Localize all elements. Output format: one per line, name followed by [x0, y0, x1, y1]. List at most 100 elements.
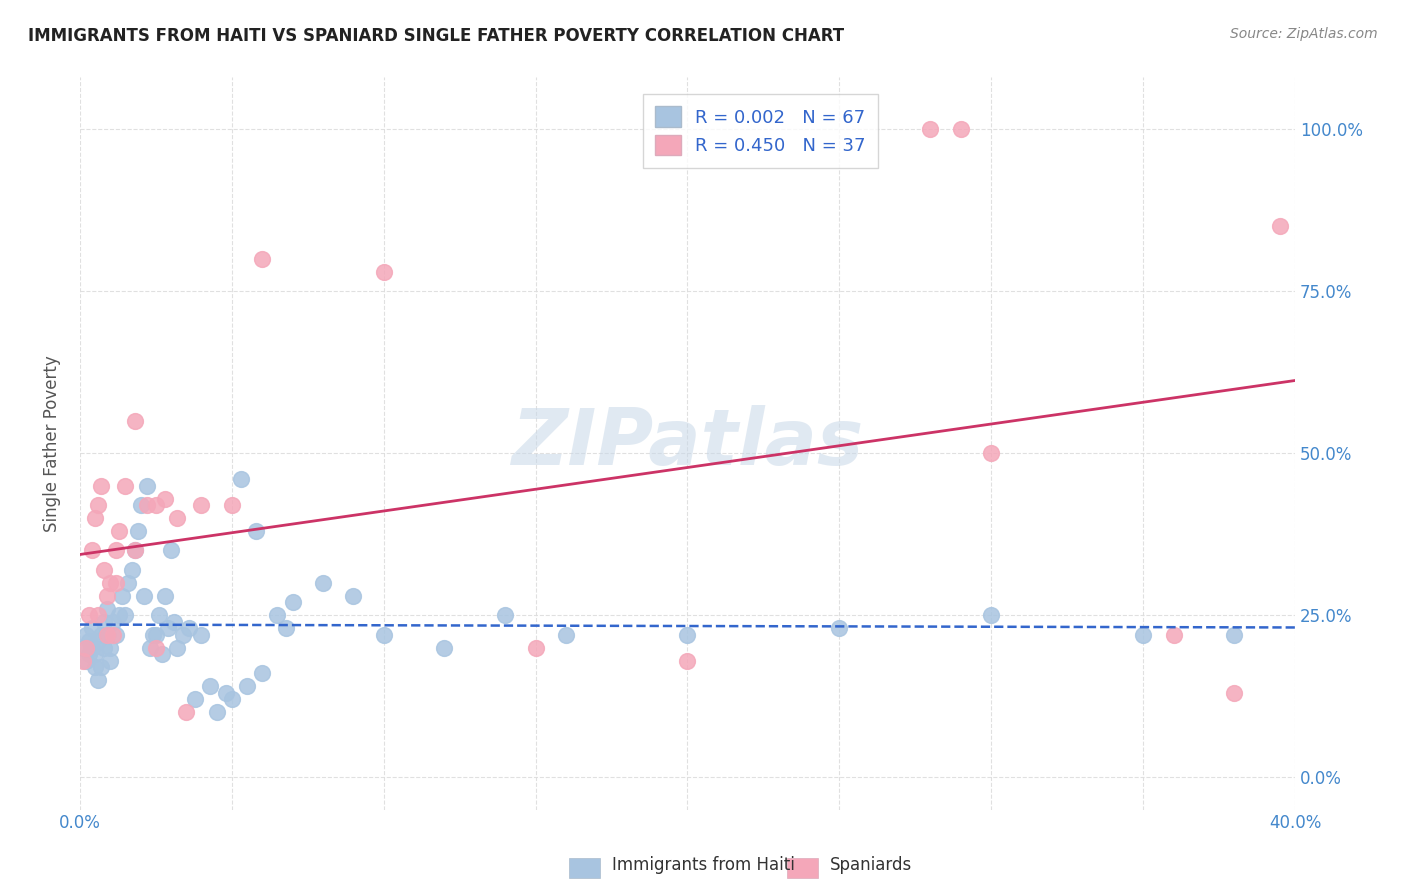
Point: [87, 498, 110, 512]
Point: [166, 640, 188, 655]
Point: [250, 252, 273, 266]
Point: [221, 692, 243, 706]
Point: [84, 660, 107, 674]
Point: [524, 640, 547, 655]
Point: [828, 621, 851, 635]
Point: [266, 608, 288, 623]
Point: [676, 627, 699, 641]
Point: [373, 265, 395, 279]
Point: [1268, 219, 1291, 234]
Point: [250, 666, 273, 681]
Point: [90, 627, 112, 641]
Point: [215, 686, 238, 700]
Point: [221, 498, 243, 512]
Point: [114, 608, 136, 623]
Point: [124, 543, 146, 558]
Point: [103, 615, 125, 629]
Point: [96, 627, 118, 641]
Point: [124, 543, 146, 558]
Point: [93, 640, 115, 655]
Text: IMMIGRANTS FROM HAITI VS SPANIARD SINGLE FATHER POVERTY CORRELATION CHART: IMMIGRANTS FROM HAITI VS SPANIARD SINGLE…: [28, 27, 844, 45]
Point: [96, 627, 118, 641]
Point: [676, 654, 699, 668]
Point: [1163, 627, 1185, 641]
Point: [1223, 627, 1246, 641]
Point: [1132, 627, 1154, 641]
Point: [980, 446, 1002, 460]
Point: [200, 680, 222, 694]
Point: [87, 608, 110, 623]
Point: [160, 543, 183, 558]
Point: [163, 615, 186, 629]
Point: [75, 627, 97, 641]
Point: [342, 589, 364, 603]
Point: [236, 680, 259, 694]
Point: [80, 621, 103, 635]
Point: [90, 660, 112, 674]
Point: [80, 543, 103, 558]
Point: [433, 640, 456, 655]
Point: [96, 589, 118, 603]
Point: [980, 608, 1002, 623]
Point: [87, 673, 110, 687]
Point: [84, 511, 107, 525]
Text: Source: ZipAtlas.com: Source: ZipAtlas.com: [1230, 27, 1378, 41]
Point: [145, 640, 167, 655]
Point: [77, 647, 100, 661]
Point: [494, 608, 516, 623]
Point: [117, 575, 139, 590]
Point: [145, 627, 167, 641]
Point: [153, 491, 176, 506]
Point: [148, 608, 170, 623]
Point: [153, 589, 176, 603]
Point: [87, 634, 110, 648]
Point: [96, 601, 118, 615]
Point: [555, 627, 578, 641]
Text: ZIPatlas: ZIPatlas: [512, 406, 863, 482]
Point: [190, 498, 212, 512]
Point: [184, 692, 207, 706]
Point: [127, 524, 149, 538]
Point: [156, 621, 179, 635]
Point: [114, 478, 136, 492]
Point: [166, 511, 188, 525]
Point: [1223, 686, 1246, 700]
Point: [98, 640, 121, 655]
Point: [245, 524, 267, 538]
Point: [373, 627, 395, 641]
Point: [105, 543, 128, 558]
Legend: R = 0.002   N = 67, R = 0.450   N = 37: R = 0.002 N = 67, R = 0.450 N = 37: [643, 94, 879, 168]
Point: [90, 478, 112, 492]
Point: [142, 627, 165, 641]
Point: [132, 589, 155, 603]
Point: [75, 654, 97, 668]
Point: [174, 706, 197, 720]
Point: [281, 595, 304, 609]
Text: Immigrants from Haiti: Immigrants from Haiti: [612, 855, 794, 873]
Point: [103, 627, 125, 641]
Point: [93, 563, 115, 577]
Point: [80, 640, 103, 655]
Point: [108, 524, 131, 538]
Point: [135, 498, 157, 512]
Point: [205, 706, 228, 720]
Point: [172, 627, 194, 641]
Point: [98, 654, 121, 668]
Point: [93, 615, 115, 629]
Point: [105, 575, 128, 590]
Point: [77, 634, 100, 648]
Y-axis label: Single Father Poverty: Single Father Poverty: [44, 355, 60, 532]
Point: [229, 472, 252, 486]
Point: [150, 647, 173, 661]
Point: [105, 627, 128, 641]
Point: [72, 640, 94, 655]
Point: [75, 640, 97, 655]
Text: Spaniards: Spaniards: [830, 855, 911, 873]
Point: [72, 654, 94, 668]
Point: [84, 647, 107, 661]
Point: [276, 621, 298, 635]
Point: [139, 640, 162, 655]
Point: [77, 608, 100, 623]
Point: [111, 589, 134, 603]
Point: [179, 621, 201, 635]
